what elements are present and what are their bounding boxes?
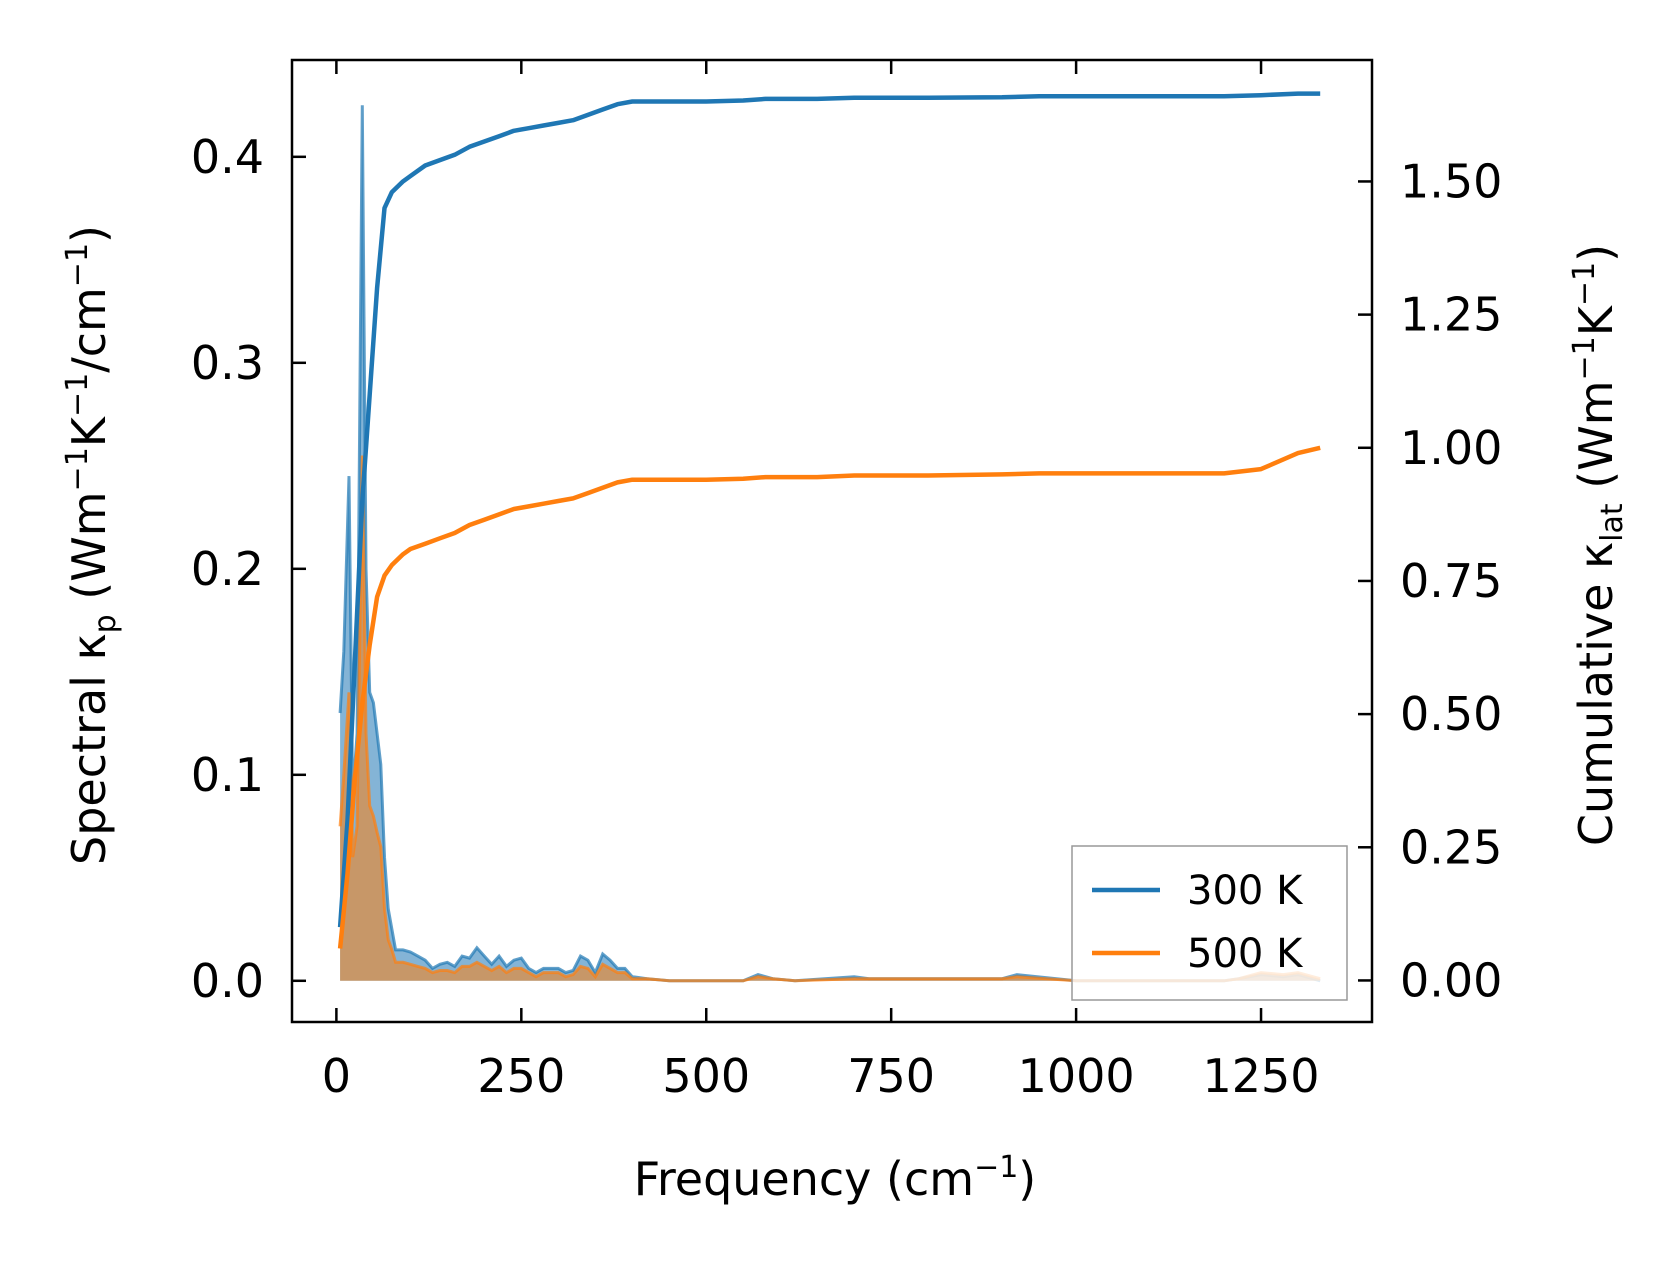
cumulative-line-300k <box>337 91 1321 928</box>
legend-box <box>1071 845 1348 1001</box>
legend-label-300k: 300 K <box>1187 868 1304 914</box>
y-right-tick-label: 0.75 <box>1400 554 1502 608</box>
tick-labels: 0 250 500 750 1000 1250 0.0 0.1 0.2 0.3 0.4 0.00 0.2… <box>191 130 1503 1103</box>
y-axis-label-right: Cumulative κlat (Wm−1K−1) <box>1567 244 1630 846</box>
plot-frame <box>290 58 1374 1024</box>
legend: 300 K 500 K <box>1071 845 1348 1001</box>
y-right-tick-label: 0.00 <box>1400 953 1502 1007</box>
axis-ticks <box>292 60 1372 1022</box>
x-tick-label: 0 <box>322 1049 351 1103</box>
y-right-tick-label: 0.50 <box>1400 687 1502 741</box>
y-right-tick-label: 0.25 <box>1400 820 1502 874</box>
chart-lines <box>337 91 1321 949</box>
spectral-fills <box>338 105 1321 983</box>
x-tick-label: 500 <box>662 1049 750 1103</box>
y-left-tick-label: 0.1 <box>191 748 264 802</box>
y-axis-label-left: Spectral κp (Wm−1K−1/cm−1) <box>60 225 123 865</box>
y-left-tick-label: 0.0 <box>191 954 264 1008</box>
x-tick-label: 750 <box>847 1049 935 1103</box>
x-tick-label: 1000 <box>1018 1049 1135 1103</box>
spectral-line-500k <box>338 455 1321 983</box>
y-left-tick-label: 0.2 <box>191 542 264 596</box>
x-tick-label: 1250 <box>1203 1049 1320 1103</box>
legend-label-500k: 500 K <box>1187 931 1304 977</box>
x-axis-label: Frequency (cm−1) <box>634 1150 1037 1206</box>
cumulative-line-500k <box>337 445 1321 949</box>
y-right-tick-label: 1.00 <box>1400 421 1502 475</box>
y-right-tick-label: 1.50 <box>1400 154 1502 208</box>
y-left-tick-label: 0.4 <box>191 130 264 184</box>
x-tick-label: 250 <box>477 1049 565 1103</box>
y-right-tick-label: 1.25 <box>1400 288 1502 342</box>
y-left-tick-label: 0.3 <box>191 336 264 390</box>
